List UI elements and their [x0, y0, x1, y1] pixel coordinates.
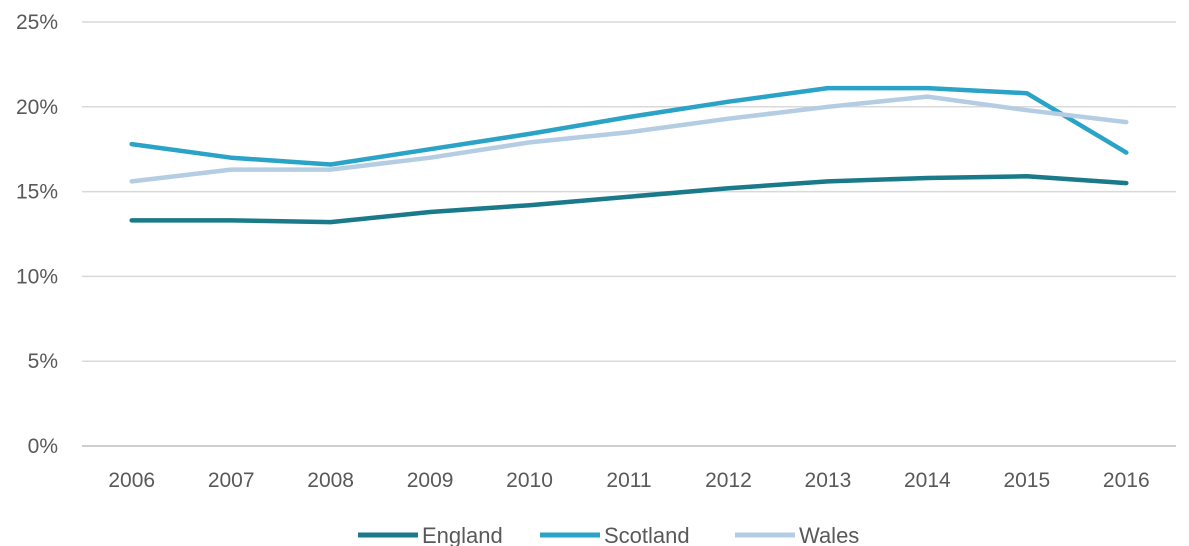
x-tick-label: 2013 [805, 469, 852, 492]
y-tick-label: 0% [28, 435, 58, 458]
y-tick-label: 15% [16, 181, 58, 204]
y-tick-label: 5% [28, 350, 58, 373]
series-lines [129, 85, 1129, 225]
y-tick-label: 20% [16, 96, 58, 119]
legend-label-wales: Wales [799, 523, 859, 546]
x-tick-label: 2007 [208, 469, 255, 492]
x-tick-label: 2010 [506, 469, 553, 492]
legend-label-scotland: Scotland [604, 523, 690, 546]
x-tick-label: 2008 [307, 469, 354, 492]
x-tick-label: 2009 [407, 469, 454, 492]
series-line-scotland [129, 85, 1129, 167]
x-tick-label: 2012 [705, 469, 752, 492]
x-tick-label: 2016 [1103, 469, 1150, 492]
y-tick-label: 25% [16, 11, 58, 34]
y-axis-tick-labels: 0% 5% 10% 15% 20% 25% [16, 11, 58, 458]
x-tick-label: 2006 [108, 469, 155, 492]
x-tick-label: 2014 [904, 469, 951, 492]
gridlines [82, 21, 1176, 362]
x-tick-label: 2015 [1003, 469, 1050, 492]
series-line-wales [129, 94, 1129, 184]
y-tick-label: 10% [16, 265, 58, 288]
series-line-england [129, 174, 1129, 225]
x-axis-tick-labels: 2006 2007 2008 2009 2010 2011 2012 2013 2014 2015… [108, 469, 1149, 492]
legend: England Scotland Wales [358, 523, 859, 546]
legend-label-england: England [422, 523, 503, 546]
x-tick-label: 2011 [606, 469, 651, 492]
